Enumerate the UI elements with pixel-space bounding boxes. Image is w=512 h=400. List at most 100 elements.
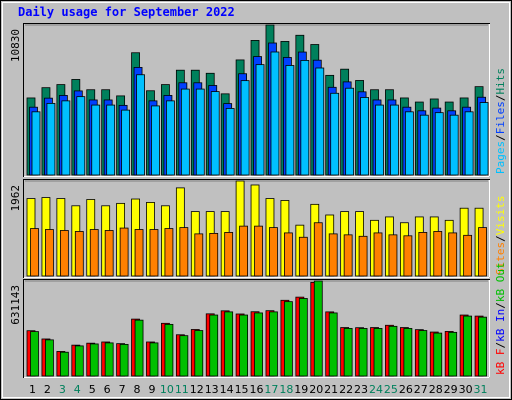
bar: [404, 111, 414, 176]
chart-title: Daily usage for September 2022: [18, 5, 235, 19]
bar: [433, 332, 443, 377]
legend-entry: kB In: [494, 309, 507, 342]
legend-entry: Pages: [494, 141, 507, 174]
bar: [164, 323, 174, 377]
x-tick-label: 14: [220, 383, 234, 396]
bar: [30, 228, 39, 277]
legend: Pages/Files/Hits: [494, 68, 507, 174]
y-tick-label: 10830: [9, 29, 22, 62]
bar: [269, 227, 278, 277]
bar: [343, 234, 353, 277]
bar: [479, 102, 489, 176]
x-tick-label: 6: [104, 383, 111, 396]
bar: [390, 104, 399, 176]
bar: [463, 234, 473, 277]
x-tick-label: 1: [29, 383, 36, 396]
bar: [300, 60, 310, 176]
x-tick-label: 26: [399, 383, 413, 396]
x-tick-label: 23: [354, 383, 368, 396]
bar: [448, 232, 458, 277]
bar: [375, 104, 384, 176]
x-tick-label: 17: [264, 383, 278, 396]
bar: [224, 232, 234, 277]
legend-entry: kB F: [494, 349, 507, 376]
x-tick-label: 28: [429, 383, 443, 396]
bar: [239, 225, 248, 277]
x-tick-label: 10: [160, 383, 174, 396]
bar: [284, 301, 293, 377]
bar: [194, 330, 204, 377]
bar: [119, 343, 129, 377]
bar: [360, 97, 369, 176]
bar: [194, 233, 204, 277]
x-tick-label: 8: [134, 383, 141, 396]
bar: [210, 91, 220, 176]
legend: Sites/Visits: [494, 196, 507, 276]
bar: [209, 232, 219, 277]
bar: [255, 64, 265, 176]
legend-entry: Files: [494, 101, 507, 134]
bar: [464, 111, 474, 176]
bar: [403, 235, 413, 277]
bar: [30, 331, 39, 377]
bar: [136, 74, 145, 176]
bar: [91, 104, 101, 176]
bar: [74, 231, 84, 277]
legend-entry: kB Out: [494, 262, 507, 302]
legend-separator: /: [494, 302, 507, 309]
bar: [45, 229, 54, 277]
bar: [164, 228, 174, 277]
bar: [240, 80, 250, 176]
bar: [61, 100, 71, 176]
bar: [45, 339, 54, 377]
bar: [59, 351, 69, 377]
bar: [418, 330, 428, 377]
x-tick-label: 21: [324, 383, 338, 396]
x-tick-label: 16: [250, 383, 264, 396]
legend-entry: Visits: [494, 196, 507, 236]
bar: [106, 104, 116, 176]
bar: [298, 298, 308, 377]
bar: [254, 225, 263, 277]
bar: [419, 114, 429, 176]
y-tick-label: 631143: [9, 285, 22, 325]
bar: [313, 280, 323, 377]
bar: [343, 328, 353, 377]
bar: [180, 88, 190, 176]
x-tick-label: 29: [444, 383, 458, 396]
bar: [373, 232, 383, 277]
x-tick-label: 27: [414, 383, 428, 396]
bar: [74, 345, 84, 377]
bar: [46, 102, 56, 176]
bar: [119, 227, 129, 277]
x-tick-label: 13: [205, 383, 219, 396]
bar: [328, 233, 338, 277]
bar: [434, 112, 444, 176]
bar: [403, 328, 413, 377]
bar: [151, 105, 160, 176]
bar: [284, 232, 293, 277]
bar: [149, 229, 159, 277]
x-tick-label: 22: [339, 383, 353, 396]
bar: [59, 230, 69, 277]
bar: [31, 111, 41, 176]
legend-entry: Sites: [494, 242, 507, 275]
legend-separator: /: [494, 95, 507, 102]
bar: [76, 96, 86, 176]
bar: [254, 312, 263, 377]
legend-separator: /: [494, 134, 507, 141]
bar: [463, 315, 473, 377]
bar: [315, 67, 325, 176]
bar: [121, 109, 131, 176]
bar: [179, 335, 189, 377]
bar: [224, 311, 234, 377]
x-tick-label: 5: [89, 383, 96, 396]
x-tick-label: 9: [148, 383, 155, 396]
bar: [166, 100, 175, 176]
x-tick-label: 30: [459, 383, 473, 396]
bar: [313, 222, 323, 277]
x-tick-label: 25: [384, 383, 398, 396]
bar: [104, 230, 114, 277]
bar: [269, 311, 278, 377]
